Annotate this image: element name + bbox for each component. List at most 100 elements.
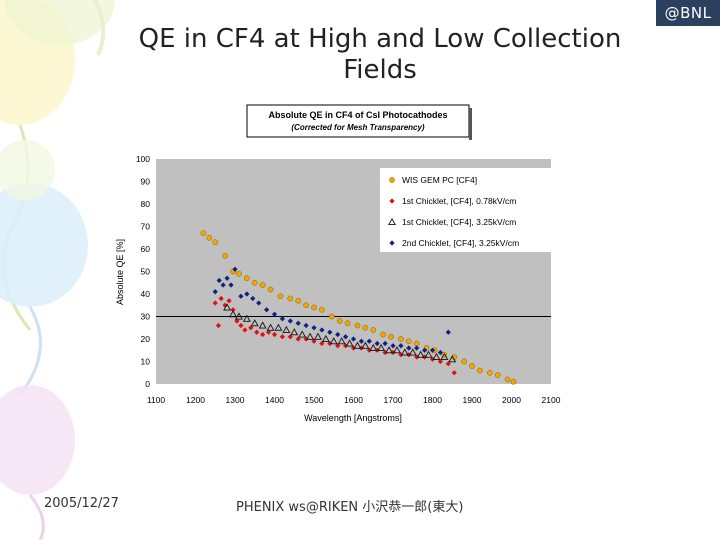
data-point-series-4 bbox=[437, 349, 443, 356]
slide-title-line-1: QE in CF4 at High and Low Collection bbox=[138, 24, 622, 54]
data-point-series-1 bbox=[200, 230, 207, 237]
data-point-series-1 bbox=[251, 279, 258, 286]
y-tick-label: 60 bbox=[141, 244, 151, 254]
data-point-series-3 bbox=[353, 341, 362, 349]
data-point-series-1 bbox=[259, 282, 266, 288]
data-point-series-1 bbox=[295, 297, 302, 304]
data-point-series-4 bbox=[216, 277, 222, 284]
chart-svg: Absolute QE in CF4 of CsI Photocathodes … bbox=[115, 104, 561, 423]
data-point-series-3 bbox=[337, 337, 346, 345]
data-point-series-4 bbox=[287, 318, 293, 324]
data-point-series-3 bbox=[377, 343, 386, 352]
data-point-series-1 bbox=[303, 302, 309, 309]
y-tick-label: 90 bbox=[141, 177, 151, 187]
data-point-series-1 bbox=[212, 239, 219, 246]
data-point-series-2 bbox=[335, 343, 341, 349]
legend-box bbox=[380, 168, 551, 252]
data-point-series-4 bbox=[279, 316, 285, 322]
data-point-series-2 bbox=[295, 336, 301, 342]
y-tick-label: 80 bbox=[141, 199, 151, 209]
data-point-series-2 bbox=[238, 322, 244, 329]
y-tick-label: 10 bbox=[141, 357, 151, 367]
data-point-series-4 bbox=[238, 293, 244, 299]
data-point-series-1 bbox=[469, 363, 475, 369]
x-tick-label: 1100 bbox=[147, 395, 166, 405]
x-axis-label: Wavelength [Angstroms] bbox=[304, 413, 402, 423]
x-tick-label: 1300 bbox=[226, 395, 245, 405]
legend-label: 1st Chicklet, [CF4], 3.25kV/cm bbox=[402, 217, 516, 227]
data-point-series-2 bbox=[445, 361, 451, 367]
data-point-series-2 bbox=[366, 347, 372, 353]
data-point-series-4 bbox=[295, 320, 301, 326]
data-point-series-3 bbox=[392, 346, 401, 354]
data-point-series-3 bbox=[432, 352, 441, 361]
data-point-series-1 bbox=[362, 324, 369, 331]
data-point-series-2 bbox=[451, 370, 457, 376]
y-tick-label: 50 bbox=[141, 267, 151, 277]
data-point-series-4 bbox=[250, 295, 256, 302]
data-point-series-2 bbox=[382, 349, 388, 356]
data-point-series-3 bbox=[424, 350, 433, 358]
data-point-series-3 bbox=[440, 352, 449, 361]
data-point-series-1 bbox=[336, 318, 343, 324]
footer-date: 2005/12/27 bbox=[44, 496, 119, 511]
data-point-series-1 bbox=[277, 293, 284, 300]
data-point-series-2 bbox=[242, 327, 248, 333]
x-tick-label: 1200 bbox=[186, 395, 205, 405]
data-point-series-4 bbox=[445, 329, 451, 335]
legend-marker bbox=[389, 177, 395, 183]
data-point-series-2 bbox=[398, 352, 404, 358]
data-point-series-2 bbox=[234, 318, 240, 324]
data-point-series-3 bbox=[234, 312, 243, 320]
x-tick-label: 1800 bbox=[423, 395, 442, 405]
data-point-series-1 bbox=[380, 331, 386, 338]
data-point-series-1 bbox=[494, 372, 501, 378]
data-point-series-3 bbox=[229, 310, 237, 318]
data-point-series-4 bbox=[228, 282, 234, 288]
data-point-series-1 bbox=[461, 358, 467, 365]
data-points bbox=[200, 230, 517, 385]
data-point-series-2 bbox=[437, 358, 443, 365]
data-point-series-3 bbox=[448, 355, 457, 363]
data-point-series-2 bbox=[319, 340, 325, 347]
data-point-series-4 bbox=[256, 300, 262, 306]
x-tick-label: 1500 bbox=[305, 395, 324, 405]
data-point-series-2 bbox=[303, 336, 309, 342]
data-point-series-2 bbox=[218, 295, 224, 302]
data-point-series-3 bbox=[416, 350, 425, 358]
slide-title-line-2: Fields bbox=[343, 55, 417, 85]
data-point-series-4 bbox=[358, 338, 364, 344]
data-point-series-4 bbox=[264, 307, 270, 313]
chart-title-box bbox=[246, 104, 470, 138]
data-point-series-2 bbox=[271, 331, 278, 338]
data-point-series-2 bbox=[343, 343, 349, 349]
data-point-series-1 bbox=[244, 275, 250, 282]
legend: WIS GEM PC [CF4] 1st Chicklet, [CF4], 0.7… bbox=[380, 168, 551, 252]
data-point-series-1 bbox=[510, 378, 517, 385]
x-tick-label: 1600 bbox=[344, 395, 363, 405]
data-point-series-4 bbox=[382, 340, 388, 347]
legend-marker bbox=[389, 198, 395, 204]
data-point-series-2 bbox=[311, 338, 317, 344]
data-point-series-2 bbox=[254, 329, 260, 335]
data-point-series-3 bbox=[306, 332, 315, 340]
data-point-series-3 bbox=[329, 337, 338, 345]
legend-marker bbox=[389, 240, 395, 246]
data-point-series-2 bbox=[422, 354, 428, 360]
data-point-series-4 bbox=[390, 343, 396, 349]
data-point-series-1 bbox=[477, 367, 483, 374]
data-point-series-4 bbox=[271, 311, 278, 317]
data-point-series-3 bbox=[223, 303, 232, 311]
data-point-series-1 bbox=[405, 338, 412, 345]
data-point-series-1 bbox=[311, 304, 317, 311]
data-point-series-3 bbox=[298, 330, 307, 338]
data-point-series-3 bbox=[385, 346, 394, 354]
data-point-series-1 bbox=[398, 336, 404, 342]
data-point-series-4 bbox=[350, 336, 357, 342]
data-point-series-2 bbox=[287, 334, 293, 340]
data-point-series-2 bbox=[230, 307, 236, 313]
data-point-series-2 bbox=[248, 325, 254, 331]
x-tick-label: 2000 bbox=[502, 395, 521, 405]
data-point-series-2 bbox=[222, 302, 228, 308]
